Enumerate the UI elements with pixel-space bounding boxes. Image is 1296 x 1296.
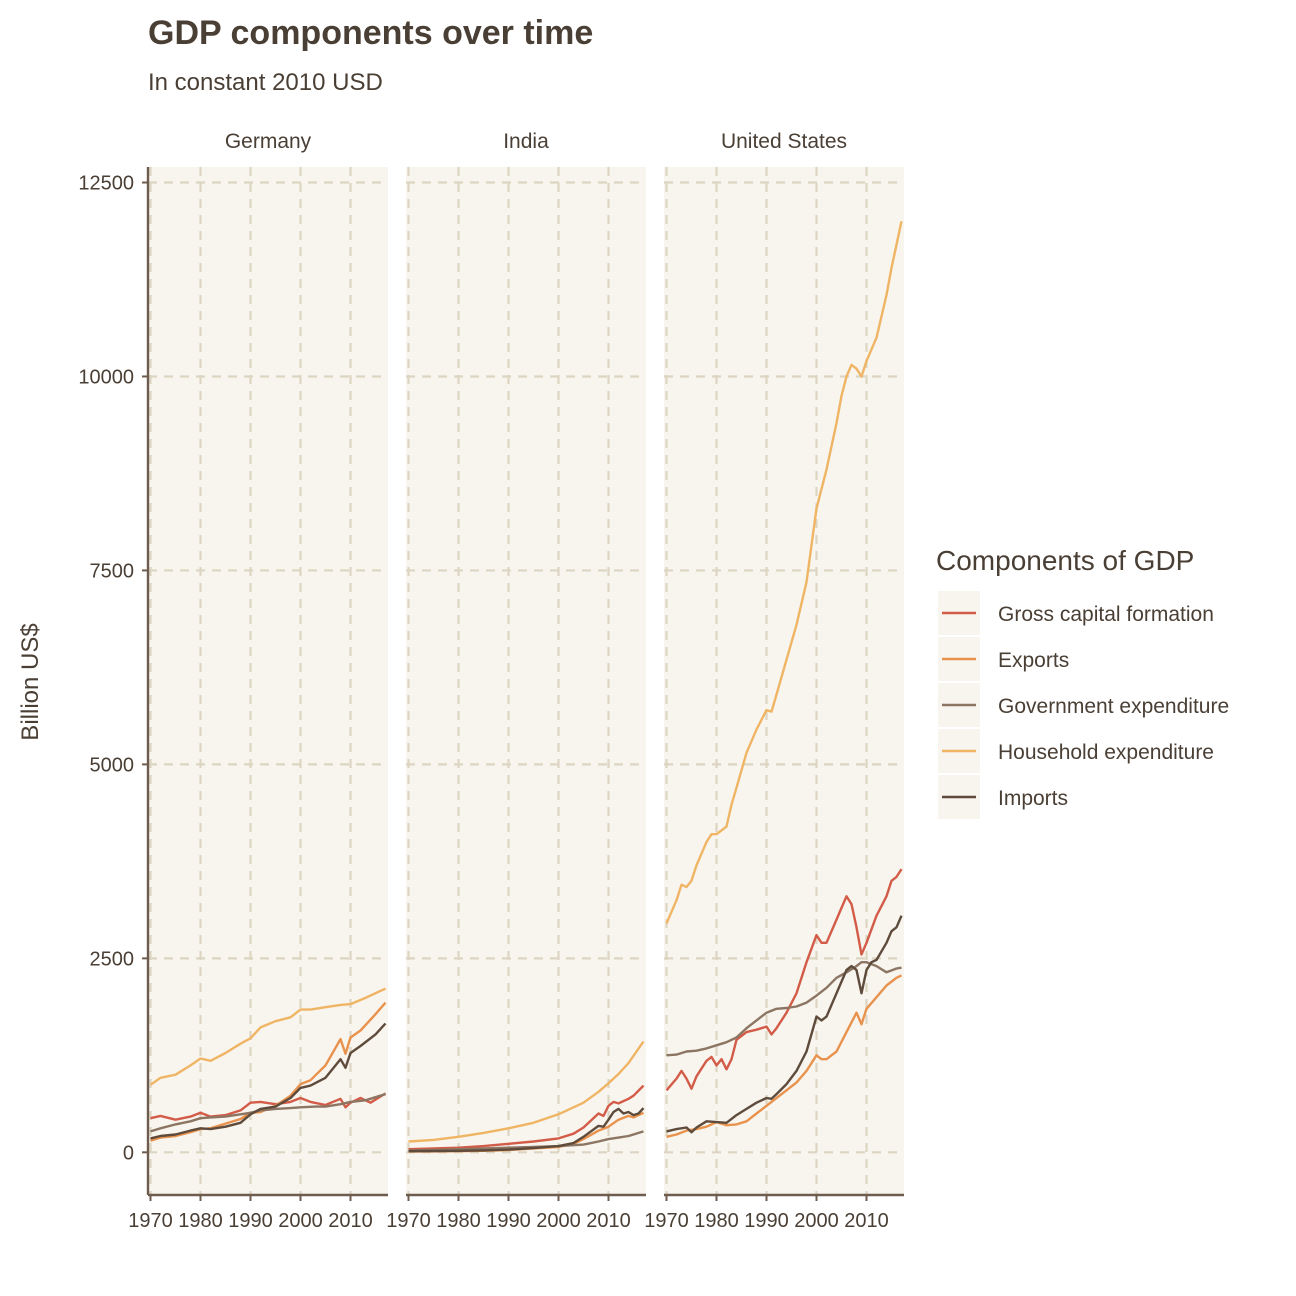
series-line-household-expenditure	[665, 221, 903, 924]
legend-items: Gross capital formation Exports Government…	[938, 591, 1229, 819]
legend-item-label: Imports	[998, 787, 1068, 810]
y-tick-label: 5000	[90, 754, 135, 776]
panel-background	[406, 167, 646, 1195]
legend: Components of GDP Gross capital formatio…	[936, 545, 1229, 819]
series-line-gross-capital-formation	[665, 868, 903, 1092]
series-line-household-expenditure	[408, 1040, 645, 1143]
chart-subtitle: In constant 2010 USD	[148, 69, 383, 96]
series-line-household-expenditure	[149, 987, 387, 1086]
x-tick-label: 2000	[794, 1210, 839, 1232]
x-tick-label: 1970	[386, 1210, 431, 1232]
legend-item-household-expenditure: Household expenditure	[938, 729, 1214, 773]
x-tick-label: 1970	[644, 1210, 689, 1232]
legend-item-label: Government expenditure	[998, 695, 1229, 718]
y-tick-label: 0	[123, 1142, 134, 1164]
legend-title: Components of GDP	[936, 545, 1194, 576]
legend-item-government-expenditure: Government expenditure	[938, 683, 1229, 727]
x-tick-label: 2010	[586, 1210, 631, 1232]
legend-item-gross-capital-formation: Gross capital formation	[938, 591, 1214, 635]
panel-germany: Germany 1970 1980 1990 2000 2010 0 2500 5000 7500…	[78, 130, 388, 1232]
series-line-government-expenditure	[666, 961, 902, 1057]
y-tick-label: 2500	[90, 948, 135, 970]
y-tick-label: 10000	[78, 366, 134, 388]
series-line-gross-capital-formation	[150, 1092, 387, 1121]
series-line-gross-capital-formation	[408, 1084, 645, 1151]
strip-label: United States	[721, 130, 847, 153]
strip-label: India	[503, 130, 549, 153]
y-axis-label: Billion US$	[17, 623, 44, 740]
x-tick-label: 2010	[844, 1210, 889, 1232]
y-tick-label: 12500	[78, 173, 134, 195]
legend-item-exports: Exports	[938, 637, 1069, 681]
series-line-imports	[408, 1107, 645, 1153]
panel-india: India 1970 1980 1990 2000 2010	[386, 130, 646, 1232]
x-tick-label: 1990	[744, 1210, 789, 1232]
y-tick-label: 7500	[90, 560, 135, 582]
series-line-imports	[666, 915, 903, 1134]
x-tick-label: 1970	[128, 1210, 173, 1232]
x-tick-label: 2010	[328, 1210, 373, 1232]
legend-item-label: Exports	[998, 649, 1069, 672]
series-line-imports	[150, 1022, 387, 1140]
panel-united-states: United States 1970 1980 1990 2000 2010	[644, 130, 904, 1232]
series-line-exports	[666, 974, 903, 1138]
series-line-government-expenditure	[150, 1092, 386, 1133]
panel-background	[664, 167, 904, 1195]
legend-item-label: Household expenditure	[998, 741, 1214, 764]
panel-background	[148, 167, 388, 1195]
legend-item-label: Gross capital formation	[998, 603, 1214, 626]
x-tick-label: 1990	[228, 1210, 273, 1232]
x-tick-label: 1980	[694, 1210, 739, 1232]
x-tick-label: 1980	[436, 1210, 481, 1232]
legend-item-imports: Imports	[938, 775, 1068, 819]
chart-title: GDP components over time	[148, 14, 593, 52]
strip-label: Germany	[225, 130, 312, 153]
x-tick-label: 2000	[278, 1210, 323, 1232]
x-tick-label: 1980	[178, 1210, 223, 1232]
x-tick-label: 1990	[486, 1210, 531, 1232]
x-tick-label: 2000	[536, 1210, 581, 1232]
